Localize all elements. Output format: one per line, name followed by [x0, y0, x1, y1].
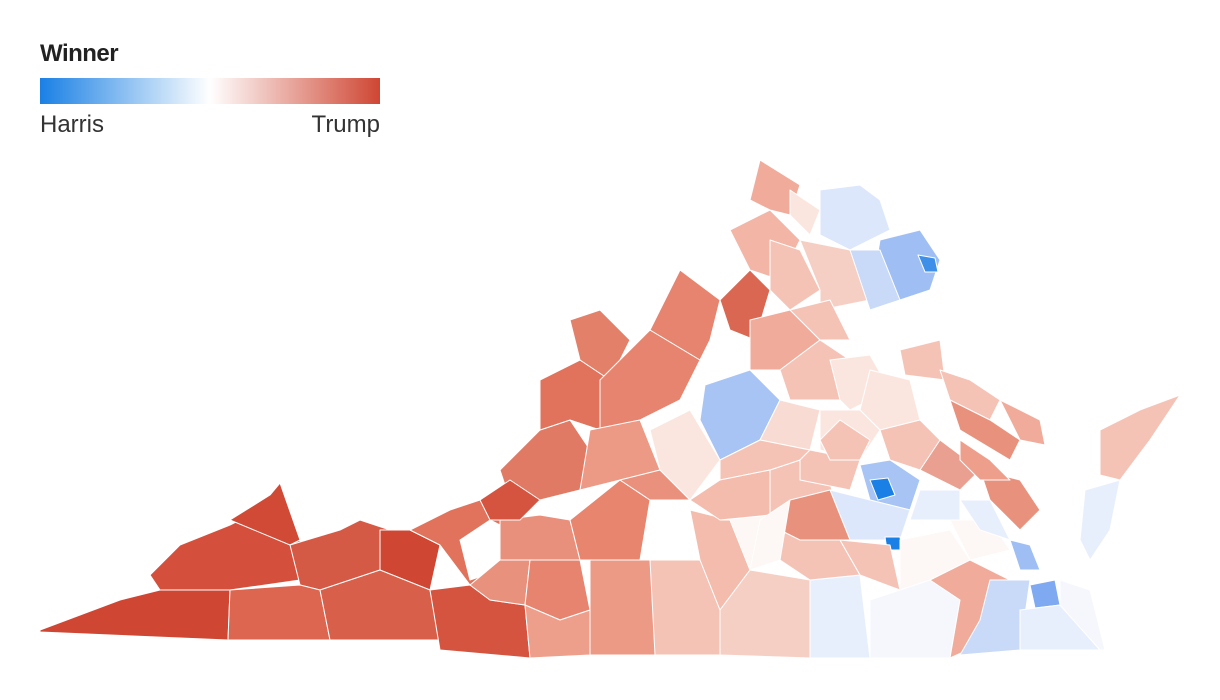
county-region-hanover[interactable]	[879, 419, 941, 471]
county-region-virginia-beach[interactable]	[1059, 579, 1106, 651]
county-region-brunswick[interactable]	[809, 574, 871, 659]
county-region-accomack[interactable]	[1099, 394, 1181, 481]
county-region-norfolk[interactable]	[1029, 579, 1061, 609]
county-region-roanoke[interactable]	[499, 514, 581, 561]
county-region-alleghany[interactable]	[479, 479, 541, 521]
county-region-gloucester[interactable]	[979, 469, 1041, 531]
legend-label-harris: Harris	[40, 111, 104, 138]
county-region-northern-neck-3[interactable]	[999, 399, 1046, 446]
county-region-king-george[interactable]	[899, 339, 946, 381]
legend-label-trump: Trump	[311, 111, 380, 138]
county-region-prince-edward[interactable]	[819, 419, 871, 461]
county-region-nelson[interactable]	[649, 409, 721, 501]
county-region-powhatan[interactable]	[749, 499, 791, 571]
county-region-madison[interactable]	[789, 299, 851, 341]
county-region-southwest-3[interactable]	[229, 482, 301, 546]
county-region-shenandoah[interactable]	[649, 269, 721, 361]
county-region-northern-neck-1[interactable]	[939, 369, 1001, 421]
legend-title: Winner	[40, 40, 119, 67]
county-region-king-william[interactable]	[959, 439, 1011, 481]
county-region-southwest-far[interactable]	[39, 589, 231, 641]
county-region-pittsylvania[interactable]	[589, 559, 661, 656]
county-region-southwest-5[interactable]	[379, 529, 441, 591]
legend: Winner Harris Trump	[40, 40, 380, 141]
county-region-loudoun[interactable]	[819, 184, 891, 251]
county-region-northern-neck-2[interactable]	[949, 399, 1021, 461]
county-region-southwest-6[interactable]	[227, 584, 331, 641]
county-region-new-kent[interactable]	[909, 489, 961, 521]
county-region-sussex[interactable]	[869, 579, 961, 659]
county-region-bedford[interactable]	[569, 479, 651, 561]
county-region-northampton[interactable]	[1079, 479, 1121, 561]
county-region-richmond-city[interactable]	[869, 477, 896, 501]
county-region-arlington[interactable]	[917, 254, 939, 273]
county-region-clarke[interactable]	[749, 159, 801, 216]
county-region-newport-news[interactable]	[1009, 539, 1041, 571]
county-region-prince-william[interactable]	[849, 249, 901, 311]
county-region-loudoun-west[interactable]	[789, 189, 821, 236]
county-region-stafford[interactable]	[859, 309, 901, 356]
county-region-warren[interactable]	[769, 239, 821, 311]
legend-color-scale	[40, 78, 380, 104]
county-region-isle-of-wight[interactable]	[959, 579, 1031, 656]
county-region-appomattox[interactable]	[689, 469, 771, 521]
